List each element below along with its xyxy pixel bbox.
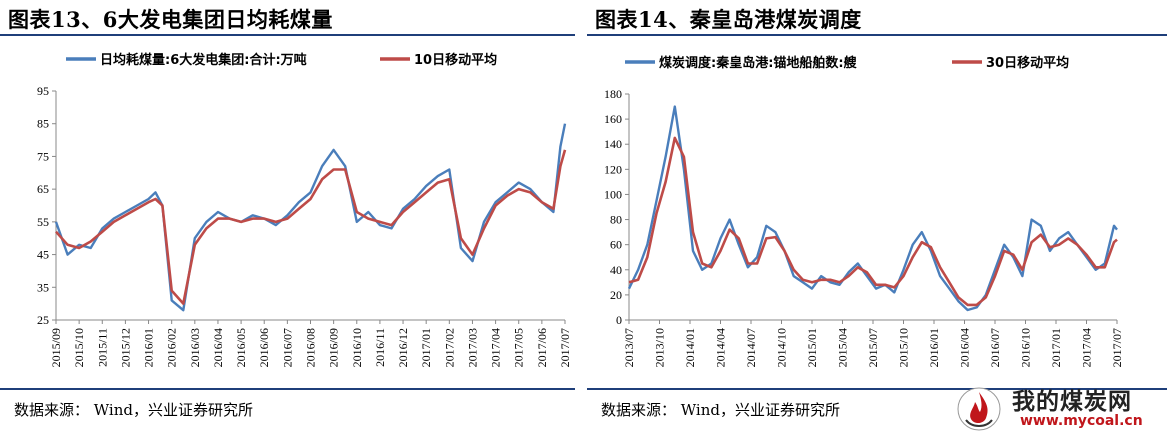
y-tick-label: 75 xyxy=(37,149,49,163)
x-tick-label: 2015/10 xyxy=(72,328,86,367)
y-tick-label: 40 xyxy=(610,263,622,277)
x-tick-label: 2016/10 xyxy=(1019,328,1033,367)
series-line-moving-average xyxy=(628,136,1118,307)
series-line-moving-average xyxy=(55,149,567,305)
x-tick-label: 2017/07 xyxy=(1110,328,1124,367)
y-tick-label: 140 xyxy=(604,137,622,151)
footer-rule xyxy=(587,388,1167,390)
x-tick-label: 2016/09 xyxy=(327,328,341,367)
x-tick-label: 2016/01 xyxy=(927,328,941,367)
x-tick-label: 2017/05 xyxy=(512,328,526,367)
x-tick-label: 2016/12 xyxy=(396,328,410,367)
x-tick-label: 2016/03 xyxy=(188,328,202,367)
chart-panel-daily-coal: 图表13、6大发电集团日均耗煤量 25 35 45 55 65 75 85 95 2015/09… xyxy=(0,0,575,440)
x-tick-label: 2017/04 xyxy=(1080,328,1094,367)
x-tick-label: 2016/07 xyxy=(280,328,294,367)
x-tick-label: 2017/06 xyxy=(535,328,549,367)
y-tick-label: 160 xyxy=(604,112,622,126)
legend-label: 10日移动平均 xyxy=(414,52,497,68)
title-rule xyxy=(587,34,1167,36)
x-tick-label: 2016/04 xyxy=(211,328,225,367)
x-tick-label: 2016/02 xyxy=(165,328,179,367)
x-tick-label: 2017/01 xyxy=(419,328,433,367)
x-tick-label: 2017/04 xyxy=(489,328,503,367)
x-tick-label: 2015/11 xyxy=(95,328,109,367)
x-tick-label: 2015/04 xyxy=(836,328,850,367)
x-tick-label: 2014/01 xyxy=(683,328,697,367)
x-tick-label: 2014/07 xyxy=(744,328,758,367)
chart-title: 图表13、6大发电集团日均耗煤量 xyxy=(8,7,333,32)
y-tick-label: 35 xyxy=(37,280,49,294)
legend-label: 日均耗煤量:6大发电集团:合计:万吨 xyxy=(100,52,307,68)
source-note: 数据来源： Wind，兴业证券研究所 xyxy=(601,401,840,419)
y-tick-label: 80 xyxy=(610,213,622,227)
x-tick-label: 2016/04 xyxy=(958,328,972,367)
qinhuangdao-chart: 0 20 40 60 80 100 120 140 160 180 2013/07 2013/10 20… xyxy=(604,55,1124,367)
x-tick-label: 2017/03 xyxy=(465,328,479,367)
series-line-main xyxy=(627,105,1118,312)
legend-label: 30日移动平均 xyxy=(986,55,1069,71)
x-tick-label: 2017/01 xyxy=(1049,328,1063,367)
flame-logo-icon xyxy=(957,387,1001,431)
x-tick-label: 2015/10 xyxy=(897,328,911,367)
x-tick-label: 2014/04 xyxy=(714,328,728,367)
watermark-url: www.mycoal.cn xyxy=(1020,413,1143,429)
y-tick-label: 100 xyxy=(604,187,622,201)
y-tick-label: 25 xyxy=(37,313,49,327)
chart-title: 图表14、秦皇岛港煤炭调度 xyxy=(595,7,862,32)
y-tick-label: 60 xyxy=(610,238,622,252)
y-tick-label: 65 xyxy=(37,182,49,196)
x-tick-label: 2016/11 xyxy=(373,328,387,367)
y-tick-label: 0 xyxy=(616,313,622,327)
x-tick-label: 2017/07 xyxy=(558,328,572,367)
x-tick-label: 2016/08 xyxy=(304,328,318,367)
x-tick-label: 2016/07 xyxy=(988,328,1002,367)
x-tick-label: 2016/06 xyxy=(257,328,271,367)
y-tick-label: 180 xyxy=(604,87,622,101)
x-tick-label: 2013/07 xyxy=(622,328,636,367)
site-watermark: 我的煤炭网 www.mycoal.cn xyxy=(950,382,1160,438)
source-note: 数据来源： Wind，兴业证券研究所 xyxy=(14,401,253,419)
x-tick-label: 2013/10 xyxy=(653,328,667,367)
y-tick-label: 85 xyxy=(37,117,49,131)
x-tick-label: 2016/10 xyxy=(350,328,364,367)
series-line-main xyxy=(54,123,567,312)
footer-rule xyxy=(0,388,575,390)
x-tick-label: 2017/02 xyxy=(442,328,456,367)
y-tick-label: 20 xyxy=(610,288,622,302)
y-tick-label: 45 xyxy=(37,248,49,262)
x-tick-label: 2015/07 xyxy=(866,328,880,367)
watermark-name: 我的煤炭网 xyxy=(1012,389,1132,415)
x-tick-label: 2016/01 xyxy=(142,328,156,367)
daily-coal-chart: 25 35 45 55 65 75 85 95 2015/09 2015/10 2015/11 201… xyxy=(37,52,572,367)
legend-label: 煤炭调度:秦皇岛港:锚地船舶数:艘 xyxy=(659,55,858,71)
x-tick-label: 2014/10 xyxy=(775,328,789,367)
y-tick-label: 95 xyxy=(37,84,49,98)
x-tick-label: 2015/12 xyxy=(118,328,132,367)
y-tick-label: 55 xyxy=(37,215,49,229)
x-tick-label: 2015/01 xyxy=(805,328,819,367)
x-tick-label: 2016/05 xyxy=(234,328,248,367)
x-tick-label: 2015/09 xyxy=(49,328,63,367)
chart-panel-qinhuangdao: 图表14、秦皇岛港煤炭调度 0 20 40 60 80 100 120 140 160 180 20… xyxy=(587,0,1167,440)
title-rule xyxy=(0,34,575,36)
y-tick-label: 120 xyxy=(604,162,622,176)
